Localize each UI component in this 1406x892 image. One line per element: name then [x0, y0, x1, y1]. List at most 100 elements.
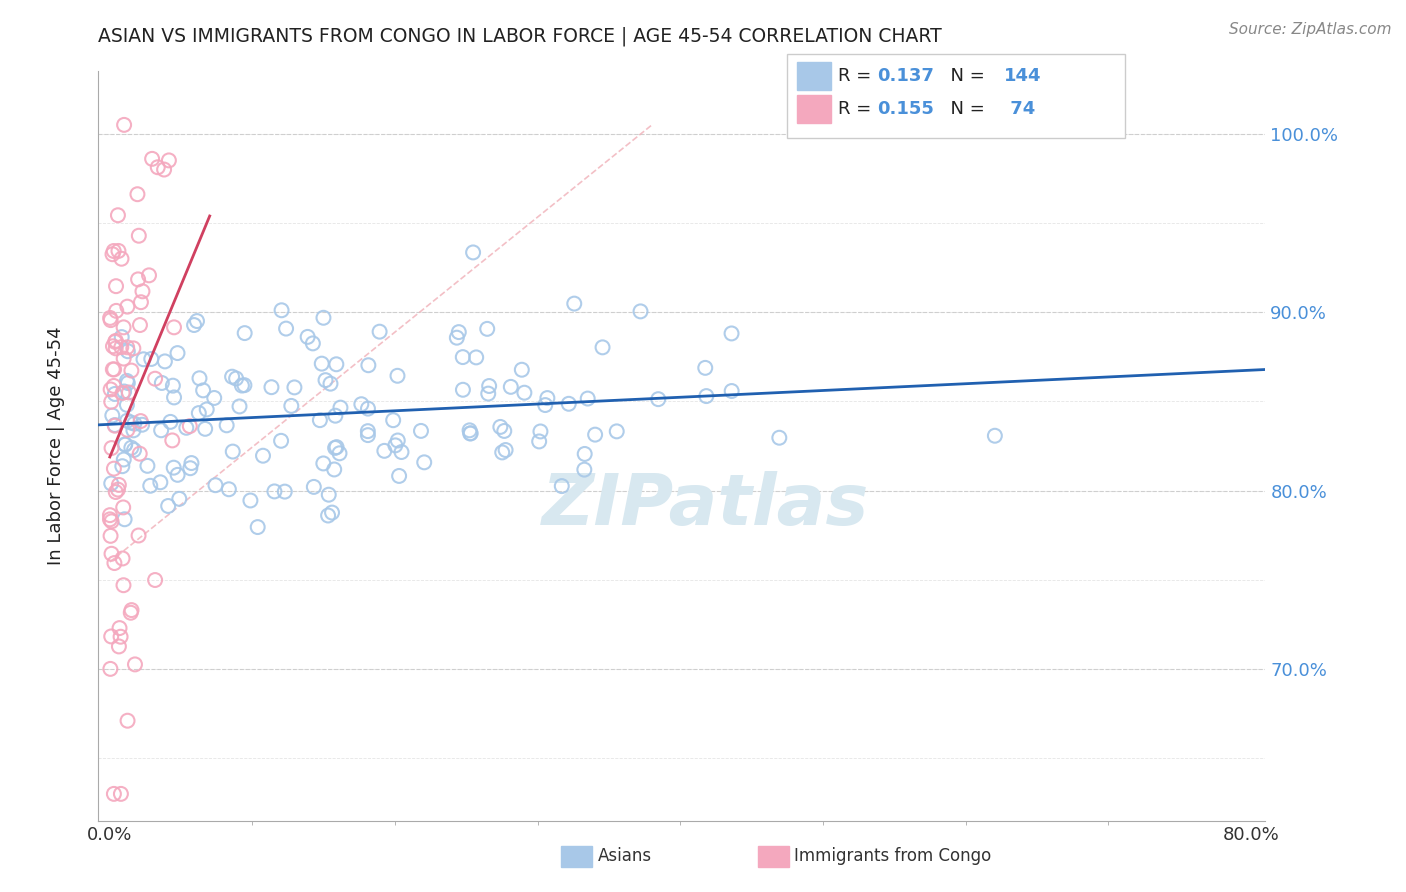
Point	[111, 551, 134, 566]
Point	[101, 339, 124, 353]
Text: Asians: Asians	[598, 847, 651, 865]
Text: 74: 74	[1004, 100, 1035, 118]
Point	[117, 300, 139, 314]
Point	[132, 352, 155, 367]
Point	[312, 310, 335, 325]
Point	[112, 452, 135, 467]
Point	[274, 484, 297, 499]
Point	[382, 413, 405, 427]
Point	[325, 409, 347, 423]
Point	[157, 153, 180, 168]
Point	[157, 499, 180, 513]
Point	[239, 493, 262, 508]
Point	[368, 325, 391, 339]
Point	[105, 279, 128, 293]
Point	[127, 272, 149, 286]
Point	[101, 409, 124, 423]
Point	[263, 484, 285, 499]
Point	[179, 461, 201, 475]
Point	[461, 245, 484, 260]
Point	[478, 379, 501, 393]
Point	[252, 449, 274, 463]
Point	[139, 479, 162, 493]
Point	[451, 350, 474, 364]
Point	[146, 160, 169, 174]
Point	[562, 296, 585, 310]
Point	[108, 621, 131, 635]
Point	[101, 247, 124, 261]
Point	[186, 314, 208, 328]
Point	[280, 399, 302, 413]
Point	[112, 118, 135, 132]
Point	[311, 357, 333, 371]
Point	[112, 320, 135, 334]
Point	[127, 187, 149, 202]
Point	[357, 428, 380, 442]
Point	[103, 379, 125, 393]
Point	[534, 398, 557, 412]
Point	[129, 318, 152, 332]
Point	[218, 483, 240, 497]
Point	[695, 360, 717, 375]
Point	[316, 508, 339, 523]
Point	[111, 459, 134, 474]
Point	[162, 378, 184, 392]
Point	[606, 425, 628, 439]
Text: ASIAN VS IMMIGRANTS FROM CONGO IN LABOR FORCE | AGE 45-54 CORRELATION CHART: ASIAN VS IMMIGRANTS FROM CONGO IN LABOR …	[98, 27, 942, 46]
Point	[592, 340, 614, 354]
Text: R =: R =	[838, 100, 877, 118]
Point	[114, 437, 136, 451]
Point	[120, 606, 142, 620]
Point	[409, 424, 432, 438]
Point	[491, 445, 513, 459]
Point	[98, 310, 121, 325]
Point	[115, 414, 138, 428]
Point	[104, 418, 127, 433]
Point	[100, 529, 122, 543]
Point	[460, 426, 482, 441]
Point	[128, 447, 150, 461]
Point	[121, 603, 143, 617]
Point	[100, 441, 122, 455]
Point	[302, 480, 325, 494]
Point	[118, 385, 141, 400]
Point	[129, 414, 152, 428]
Point	[111, 330, 134, 344]
Point	[103, 362, 125, 376]
Point	[100, 313, 122, 327]
Point	[477, 322, 499, 336]
Point	[104, 485, 127, 500]
Point	[451, 383, 474, 397]
Point	[720, 326, 742, 341]
Point	[647, 392, 669, 406]
Point	[321, 506, 343, 520]
Point	[233, 378, 256, 392]
Text: Source: ZipAtlas.com: Source: ZipAtlas.com	[1229, 22, 1392, 37]
Point	[117, 376, 139, 390]
Point	[104, 334, 127, 348]
Point	[117, 344, 139, 359]
Point	[115, 374, 138, 388]
Point	[387, 434, 409, 448]
Point	[499, 380, 522, 394]
Point	[297, 330, 319, 344]
Point	[357, 401, 380, 416]
Point	[221, 369, 243, 384]
Point	[112, 500, 135, 515]
Point	[176, 421, 198, 435]
Point	[105, 303, 128, 318]
Point	[100, 383, 122, 397]
Point	[180, 456, 202, 470]
Point	[104, 334, 127, 349]
Point	[583, 427, 606, 442]
Point	[153, 354, 176, 368]
Point	[166, 346, 188, 360]
Point	[100, 514, 122, 528]
Point	[204, 478, 226, 492]
Point	[446, 331, 468, 345]
Point	[120, 363, 142, 377]
Point	[188, 371, 211, 385]
Point	[319, 376, 342, 391]
Point	[120, 441, 142, 455]
Point	[98, 512, 121, 526]
